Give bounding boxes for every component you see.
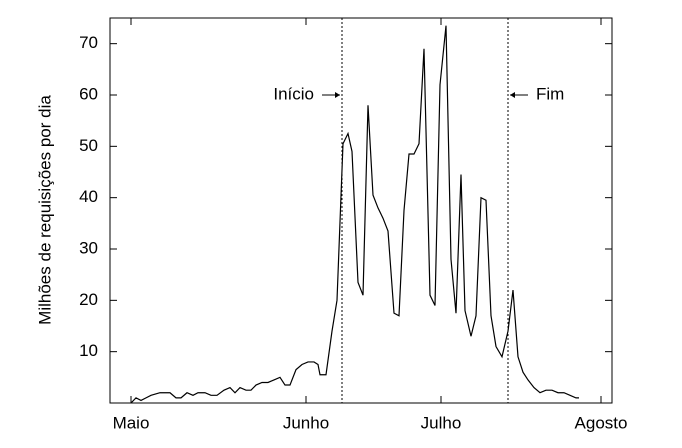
- event-arrow-head: [335, 92, 340, 98]
- event-arrow-head: [510, 92, 515, 98]
- y-tick-label: 70: [79, 33, 98, 52]
- y-tick-label: 40: [79, 187, 98, 206]
- y-tick-label: 30: [79, 238, 98, 257]
- series-line: [130, 25, 579, 404]
- y-axis-label: Milhões de requisições por dia: [35, 95, 54, 325]
- x-tick-label: Julho: [421, 413, 462, 432]
- y-tick-label: 10: [79, 341, 98, 360]
- event-label: Fim: [536, 84, 564, 103]
- y-tick-label: 20: [79, 290, 98, 309]
- y-tick-label: 60: [79, 84, 98, 103]
- x-tick-label: Agosto: [575, 413, 628, 432]
- plot-frame: [109, 17, 613, 404]
- y-tick-label: 50: [79, 136, 98, 155]
- x-tick-label: Maio: [113, 413, 150, 432]
- event-label: Início: [273, 84, 314, 103]
- x-tick-label: Junho: [283, 413, 329, 432]
